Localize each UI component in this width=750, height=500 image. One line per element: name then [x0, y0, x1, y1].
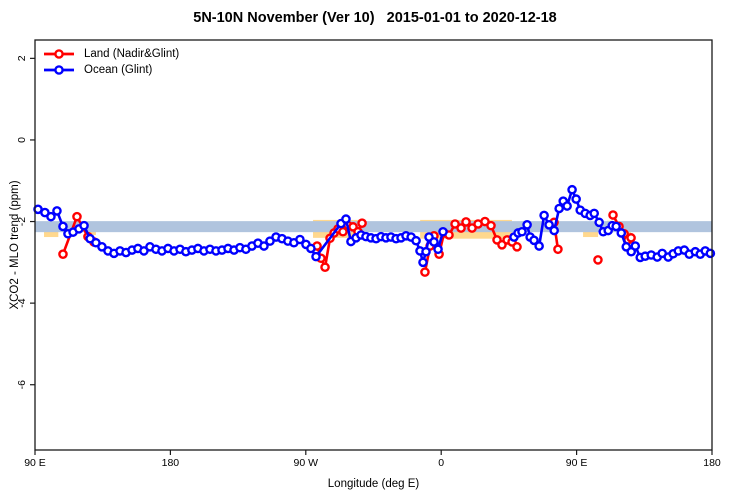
legend-label-land: Land (Nadir&Glint)	[84, 48, 180, 60]
land-data-point	[608, 210, 618, 220]
ocean-data-point	[429, 237, 439, 247]
land-data-point	[456, 223, 466, 233]
y-tick-label: -2	[16, 217, 28, 226]
ocean-data-point	[58, 221, 68, 232]
y-tick-label: -4	[16, 298, 28, 307]
ocean-data-point	[433, 244, 443, 255]
ocean-data-point	[534, 241, 544, 251]
x-tick-label: 180	[703, 457, 721, 469]
ocean-data-point	[295, 234, 305, 245]
ocean-data-point	[411, 235, 421, 246]
reference-band	[35, 221, 712, 233]
legend-item-ocean: Ocean (Glint)	[42, 62, 179, 78]
ocean-series-marker-icon	[44, 65, 74, 75]
ocean-data-point	[589, 208, 600, 219]
legend: Land (Nadir&Glint) Ocean (Glint)	[42, 46, 179, 78]
land-data-point	[486, 220, 496, 231]
ocean-data-point	[539, 210, 549, 221]
ocean-data-point	[616, 228, 627, 238]
y-tick-label: 0	[16, 137, 28, 143]
land-data-point	[553, 244, 563, 255]
ocean-data-point	[705, 248, 716, 259]
ocean-data-point	[421, 246, 431, 257]
wheat-shaded-region	[583, 228, 599, 238]
ocean-data-point	[306, 243, 316, 254]
ocean-data-point	[418, 257, 428, 268]
x-axis-label: Longitude (deg E)	[327, 478, 420, 490]
ocean-data-point	[549, 225, 559, 236]
ocean-data-point	[562, 201, 572, 211]
x-tick-label: 90 E	[566, 457, 588, 469]
ocean-data-point	[594, 217, 604, 228]
ocean-data-point	[554, 203, 564, 214]
land-data-point	[320, 262, 330, 273]
land-series-marker-icon	[44, 49, 74, 59]
x-tick-label: 90 W	[294, 457, 319, 469]
land-data-point	[593, 255, 603, 265]
land-data-point	[420, 267, 430, 277]
ocean-data-point	[567, 184, 577, 195]
ocean-data-point	[52, 206, 62, 216]
land-data-point	[58, 249, 68, 259]
ocean-data-point	[611, 221, 621, 232]
land-data-point	[338, 226, 348, 237]
ocean-data-point	[438, 226, 448, 237]
ocean-data-point	[571, 194, 581, 204]
ocean-data-point	[259, 241, 269, 251]
land-data-point	[357, 218, 367, 228]
legend-label-ocean: Ocean (Glint)	[84, 64, 153, 76]
ocean-data-point	[630, 241, 641, 251]
x-tick-label: 0	[438, 457, 444, 469]
ocean-data-point	[46, 211, 56, 222]
chart-title: 5N-10N November (Ver 10) 2015-01-01 to 2…	[193, 10, 557, 26]
land-data-point	[461, 217, 471, 227]
land-data-point	[72, 211, 82, 222]
ocean-data-point	[529, 235, 539, 246]
y-axis-label: XCO2 - MLO trend (ppm)	[9, 180, 21, 310]
land-data-point	[512, 242, 522, 252]
ocean-data-point	[311, 251, 321, 262]
ocean-data-point	[79, 220, 89, 231]
ocean-data-point	[341, 214, 351, 224]
plot-border	[34, 39, 713, 451]
ocean-data-point	[522, 220, 532, 230]
ocean-data-point	[544, 220, 554, 230]
x-tick-label: 180	[162, 457, 180, 469]
y-tick-label: 2	[16, 55, 28, 61]
legend-item-land: Land (Nadir&Glint)	[42, 46, 179, 62]
y-tick-label: -6	[16, 380, 28, 389]
land-data-point	[626, 233, 636, 243]
ocean-data-point	[517, 226, 527, 237]
x-tick-label: 90 E	[24, 457, 46, 469]
